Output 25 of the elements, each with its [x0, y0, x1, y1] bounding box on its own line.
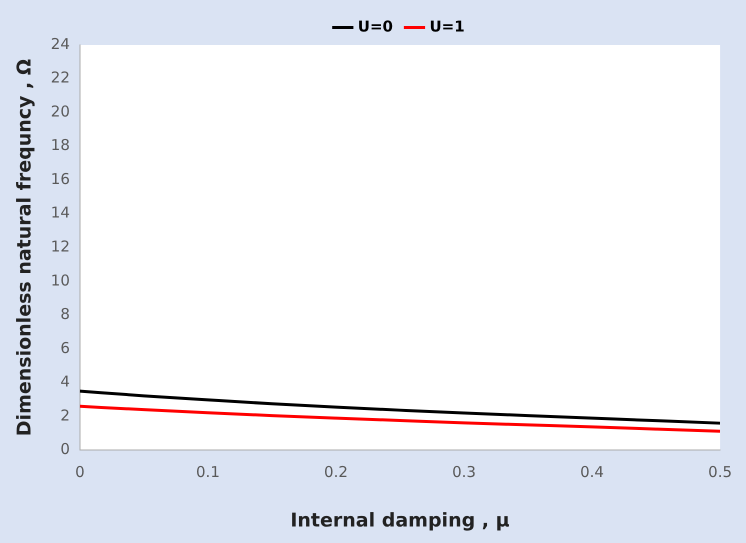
- y-tick-label: 6: [60, 338, 70, 357]
- x-tick-label: 0.5: [708, 463, 732, 482]
- x-tick-label: 0.3: [452, 463, 476, 482]
- y-tick-label: 8: [60, 305, 70, 324]
- y-tick-label: 22: [50, 68, 70, 87]
- y-tick-label: 14: [50, 204, 70, 222]
- y-tick-label: 20: [50, 102, 70, 120]
- x-tick-label: 0.4: [580, 463, 604, 482]
- line-series: [80, 404, 720, 433]
- y-tick-label: 0: [60, 440, 70, 458]
- y-tick-label: 4: [60, 372, 70, 391]
- y-tick-label: 18: [50, 136, 70, 154]
- y-tick-label: 2: [60, 406, 70, 424]
- y-axis-title: Dimensionless natural frequncy , Ω: [13, 58, 36, 436]
- y-tick-label: 10: [50, 271, 70, 290]
- y-tick-label: 16: [50, 170, 70, 188]
- x-tick-label: 0: [75, 463, 85, 482]
- legend-label: U=0: [358, 17, 393, 36]
- y-tick-label: 12: [50, 237, 70, 256]
- y-tick-label: 24: [50, 34, 70, 53]
- x-tick-label: 0.2: [324, 463, 348, 482]
- x-axis-title: Internal damping , μ: [290, 510, 510, 532]
- legend-label: U=1: [429, 17, 465, 36]
- x-tick-label: 0.1: [196, 463, 220, 482]
- line-series: [80, 390, 720, 425]
